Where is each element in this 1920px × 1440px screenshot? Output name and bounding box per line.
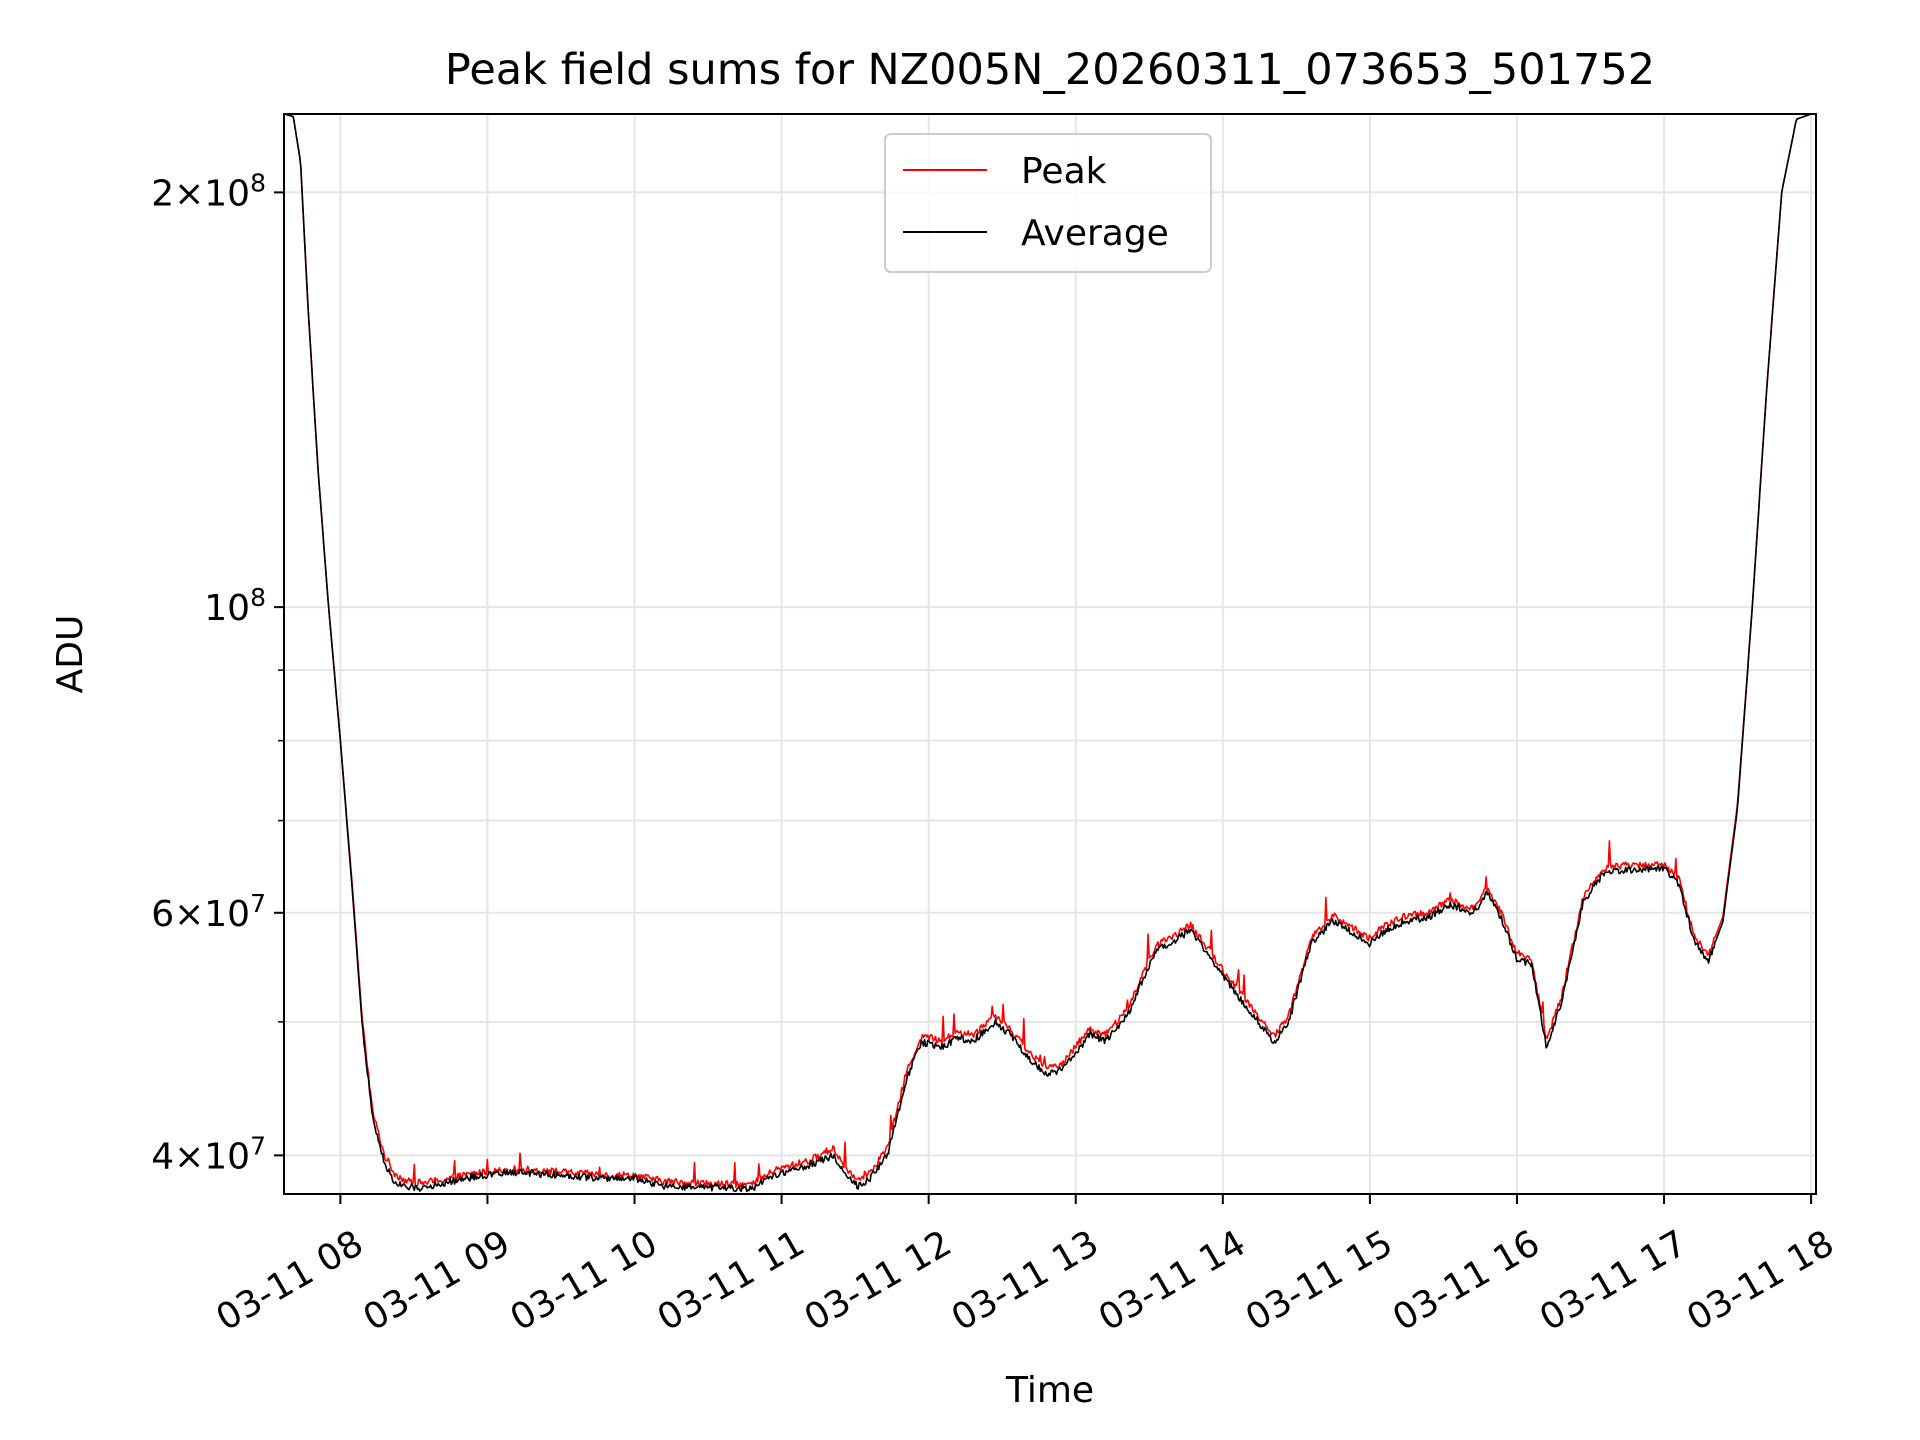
y-tick-label: 108 bbox=[204, 583, 266, 629]
series-line-average bbox=[284, 114, 1812, 1193]
legend-label-average: Average bbox=[1021, 213, 1169, 254]
y-tick-label: 4×107 bbox=[151, 1131, 266, 1177]
y-tick-label: 2×108 bbox=[151, 168, 266, 214]
y-tick-label: 6×107 bbox=[151, 889, 266, 935]
legend: Peak Average bbox=[884, 133, 1212, 273]
x-axis-label: Time bbox=[1005, 1370, 1094, 1411]
legend-box bbox=[884, 133, 1212, 273]
y-axis-label: ADU bbox=[50, 615, 91, 694]
chart-title: Peak field sums for NZ005N_20260311_0736… bbox=[445, 45, 1655, 95]
plot-area-frame bbox=[283, 113, 1817, 1195]
legend-label-peak: Peak bbox=[1021, 151, 1107, 192]
series-lines bbox=[284, 114, 1812, 1193]
